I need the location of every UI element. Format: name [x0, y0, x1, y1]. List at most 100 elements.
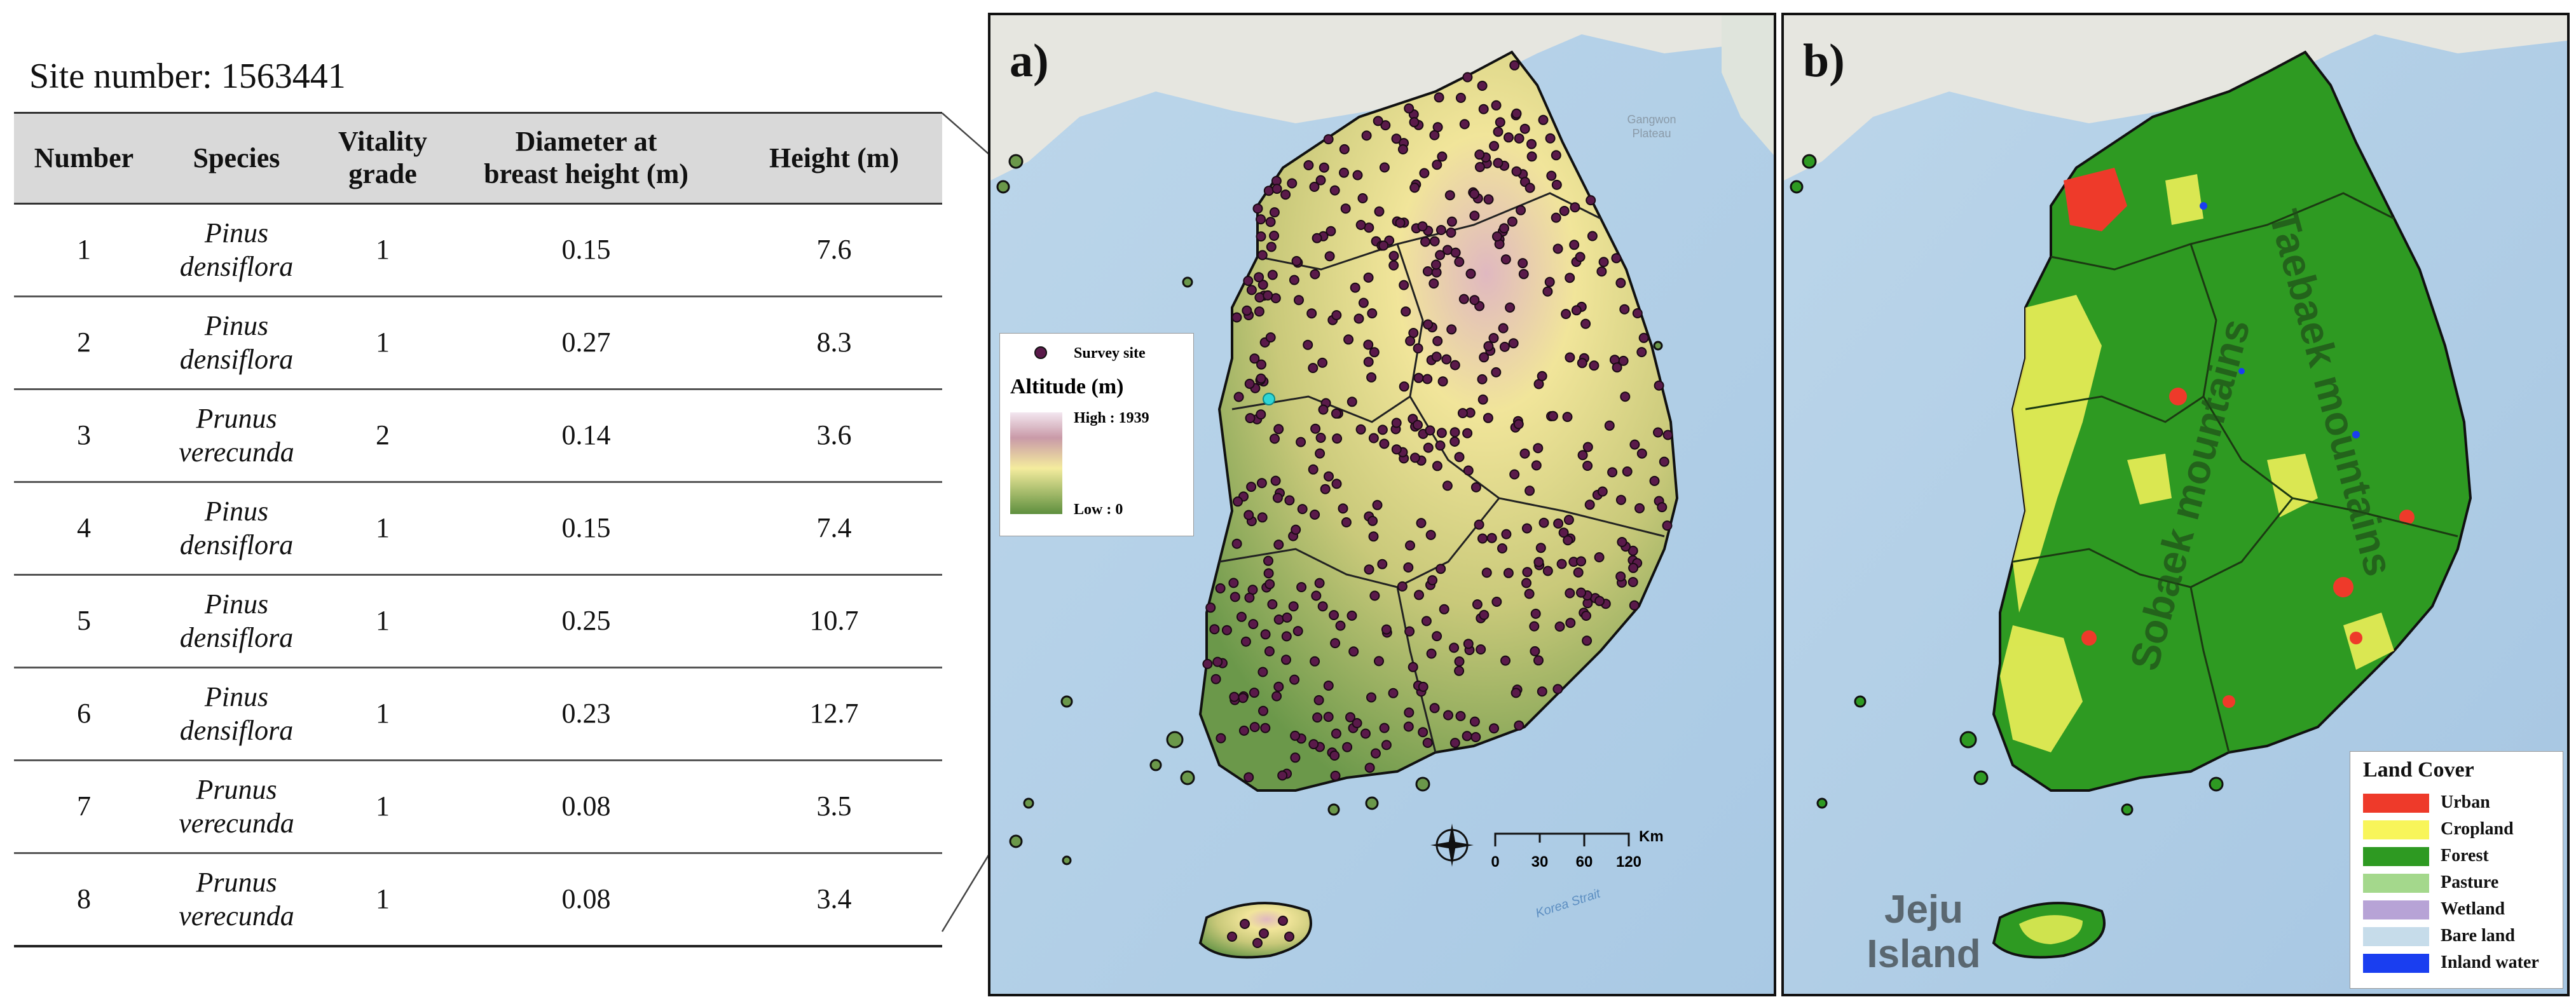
survey-site-dot [1292, 626, 1303, 637]
table-header-row: Number Species Vitality grade Diameter a… [14, 112, 942, 205]
header-height: Height (m) [726, 112, 942, 205]
survey-site-dot [1409, 117, 1420, 128]
survey-site-dot [1529, 621, 1540, 632]
survey-site-dot [1339, 144, 1350, 154]
table-row: 2 Pinus densiflora 1 0.27 8.3 [14, 296, 942, 390]
survey-site-dot [1462, 731, 1472, 742]
survey-site-dot [1589, 360, 1600, 371]
cell-height: 3.5 [726, 760, 942, 854]
survey-site-dot [1561, 309, 1572, 320]
survey-site-dot [1454, 257, 1465, 268]
survey-site-dot [1263, 555, 1273, 566]
cell-dbh: 0.14 [446, 389, 726, 483]
survey-site-dot [1221, 625, 1232, 635]
survey-site-dot [1439, 604, 1449, 614]
survey-site-dot [1474, 519, 1484, 530]
survey-site-dot [1238, 725, 1249, 736]
cell-vitality: 2 [319, 389, 446, 483]
survey-site-dot [1310, 269, 1320, 280]
header-vitality: Vitality grade [319, 112, 446, 205]
survey-site-dot [1552, 243, 1563, 254]
cell-species: Prunus verecunda [154, 853, 319, 947]
survey-site-dot [1303, 160, 1314, 170]
survey-site-dot [1538, 114, 1549, 125]
survey-site-dot [1345, 712, 1355, 722]
survey-site-dot [1571, 305, 1582, 316]
survey-site-dot [1413, 419, 1423, 430]
survey-site-dot [1352, 718, 1362, 728]
site-number-label: Site number: 1563441 [29, 57, 346, 96]
survey-site-dot [1582, 461, 1593, 471]
survey-site-dot [1238, 693, 1249, 703]
table-row: 7 Prunus verecunda 1 0.08 3.5 [14, 760, 942, 854]
table-row: 4 Pinus densiflora 1 0.15 7.4 [14, 482, 942, 576]
survey-site-dot [1330, 770, 1341, 781]
survey-site-dot [1425, 425, 1435, 436]
survey-site-dot [1296, 437, 1306, 447]
cell-dbh: 0.27 [446, 296, 726, 390]
survey-site-dot [1499, 341, 1510, 352]
survey-site-dot [1659, 456, 1669, 467]
survey-site-dot [1271, 691, 1282, 702]
survey-site-dot [1552, 684, 1563, 695]
survey-site-dot [1535, 543, 1546, 553]
survey-site-dot [1391, 133, 1402, 144]
survey-site-dot [1565, 273, 1575, 283]
survey-site-dot [1481, 567, 1492, 578]
survey-site-dot [1429, 703, 1440, 714]
survey-site-dot [1629, 600, 1640, 611]
survey-site-dot [1446, 227, 1456, 238]
survey-site-dot [1272, 492, 1283, 503]
survey-site-dot [1563, 515, 1574, 526]
scale-tick-30: 30 [1531, 853, 1549, 871]
survey-site-dot [1372, 499, 1383, 510]
cell-number: 8 [14, 853, 154, 947]
survey-site-dot [1399, 381, 1409, 392]
survey-site-dot [1361, 130, 1372, 141]
survey-site-dot [1598, 257, 1609, 268]
survey-site-dot [1317, 357, 1328, 368]
survey-site-dot [1432, 336, 1443, 346]
province-boundaries [1219, 192, 1665, 753]
survey-site-dot [1319, 162, 1329, 173]
survey-site-dot [1454, 665, 1465, 676]
survey-site-dot [1315, 448, 1326, 459]
survey-site-dot [1355, 424, 1366, 435]
survey-site-dot [1446, 324, 1457, 335]
survey-site-dot [1313, 695, 1324, 705]
survey-site-dot [1596, 266, 1607, 277]
altitude-color-ramp [1010, 412, 1062, 514]
cell-species: Pinus densiflora [154, 667, 319, 761]
cell-vitality: 1 [319, 574, 446, 668]
survey-site-dot [1558, 527, 1569, 538]
survey-site-dot [1335, 620, 1346, 631]
survey-site-dot [1546, 170, 1557, 181]
survey-site-dot [1331, 408, 1341, 419]
survey-site-dot [1308, 363, 1319, 374]
survey-site-dot [1244, 379, 1255, 389]
survey-site-dot [1245, 413, 1256, 423]
survey-site-dot [1426, 648, 1437, 659]
survey-site-dot [1367, 515, 1378, 526]
survey-site-dot [1615, 571, 1626, 582]
survey-site-dot [1209, 624, 1220, 635]
survey-site-dot [1604, 420, 1615, 431]
survey-site-dot [1408, 661, 1418, 672]
survey-site-dot [1329, 185, 1340, 196]
survey-site-dot [1368, 531, 1379, 542]
survey-site-dot [1469, 210, 1480, 221]
survey-site-dot [1369, 590, 1380, 601]
legend-altitude-high: High : 1939 [1074, 410, 1149, 426]
survey-site-dot [1580, 318, 1591, 329]
survey-site-dot [1404, 103, 1415, 114]
survey-site-dot [1519, 448, 1530, 459]
survey-site-dot [1273, 539, 1284, 550]
survey-site-dot [1586, 195, 1596, 206]
survey-site-dot [1367, 308, 1378, 319]
survey-site-dot [1622, 466, 1633, 477]
survey-site-dot [1236, 611, 1247, 622]
survey-site-dot [1509, 469, 1520, 480]
survey-site-dot [1281, 631, 1292, 642]
survey-site-dot [1258, 705, 1268, 716]
survey-site-dot [1341, 517, 1352, 527]
